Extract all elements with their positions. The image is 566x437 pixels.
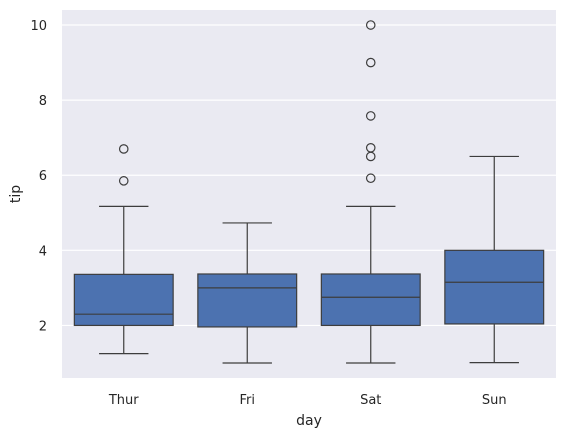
- outlier-point: [365, 111, 376, 121]
- x-tick-label: Sun: [482, 393, 507, 408]
- outlier-point: [365, 143, 376, 153]
- y-tick-labels: 2 4 6 8 10: [30, 19, 47, 334]
- outlier-point: [365, 20, 376, 30]
- outlier-point: [118, 176, 129, 186]
- y-axis-label: tip: [8, 185, 24, 203]
- x-tick-label: Sat: [360, 393, 381, 408]
- box-series: [73, 20, 545, 364]
- box-iqr: [320, 273, 421, 327]
- y-tick-label: 2: [39, 319, 47, 334]
- y-tick-label: 8: [39, 94, 47, 109]
- outlier-point: [365, 173, 376, 184]
- outlier-point: [365, 57, 376, 68]
- x-tick-label: Fri: [240, 393, 256, 408]
- box-thur: [73, 144, 174, 355]
- x-axis-label: day: [296, 413, 322, 429]
- box-sun: [444, 155, 545, 364]
- x-tick-labels: Thur Fri Sat Sun: [108, 393, 507, 408]
- x-tick-label: Thur: [108, 393, 139, 408]
- box-iqr: [73, 273, 174, 327]
- y-tick-label: 10: [30, 19, 47, 34]
- box-fri: [197, 222, 298, 364]
- box-iqr: [197, 273, 298, 328]
- y-tick-label: 6: [39, 169, 47, 184]
- box-sat: [320, 20, 421, 364]
- outlier-point: [118, 144, 129, 154]
- box-iqr: [444, 249, 545, 325]
- y-tick-label: 4: [39, 244, 47, 259]
